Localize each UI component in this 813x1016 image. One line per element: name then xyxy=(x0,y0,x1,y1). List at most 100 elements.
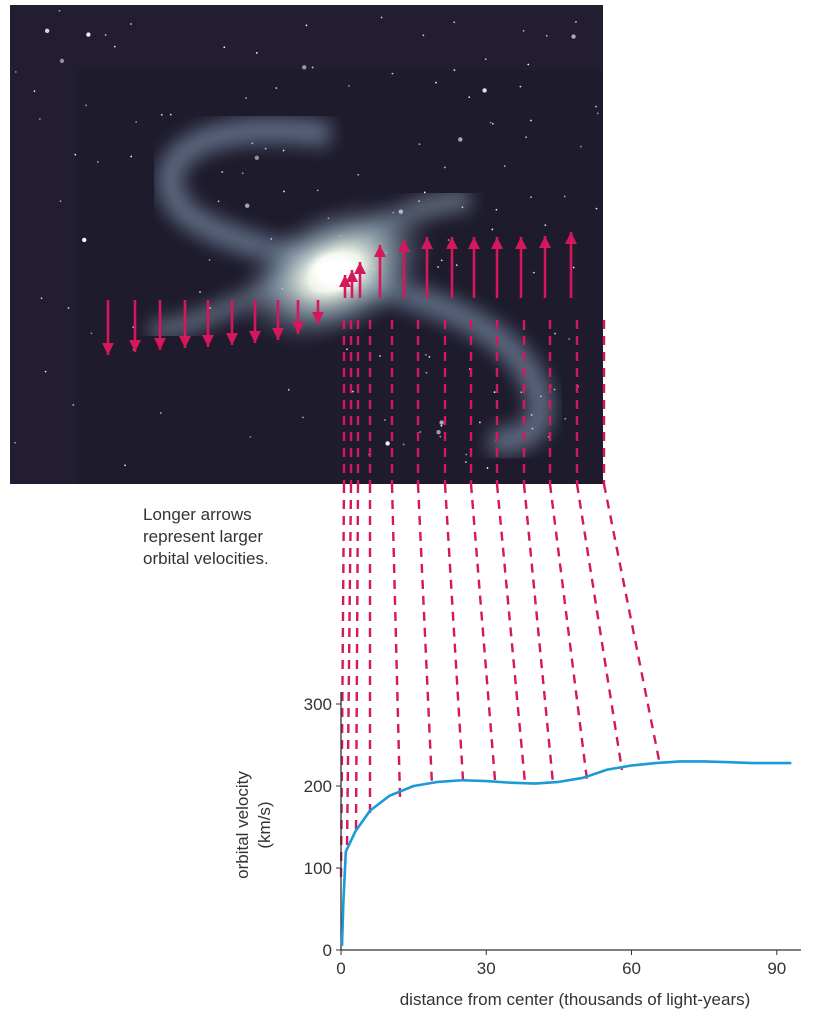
star xyxy=(221,171,224,173)
x-tick-label: 30 xyxy=(477,959,496,978)
star xyxy=(458,137,463,142)
star xyxy=(14,71,17,73)
star xyxy=(85,104,87,107)
star xyxy=(422,34,425,37)
arrow-head xyxy=(272,328,284,340)
star xyxy=(489,121,492,124)
star xyxy=(468,96,471,99)
star xyxy=(245,97,248,100)
annotation: Longer arrows represent larger orbital vel… xyxy=(143,505,269,568)
star xyxy=(419,431,422,433)
star xyxy=(553,388,556,391)
star xyxy=(302,416,304,419)
y-tick-label: 0 xyxy=(323,941,332,960)
arrow-head xyxy=(446,237,458,249)
star xyxy=(59,200,62,203)
x-axis-label: distance from center (thousands of light… xyxy=(400,990,751,1009)
y-tick-label: 200 xyxy=(304,777,332,796)
star xyxy=(453,69,456,72)
star xyxy=(160,113,163,116)
y-tick-label: 100 xyxy=(304,859,332,878)
x-tick-label: 60 xyxy=(622,959,641,978)
star xyxy=(305,24,308,27)
star xyxy=(316,189,319,192)
star xyxy=(311,66,314,69)
star xyxy=(436,429,441,435)
star xyxy=(249,435,252,438)
star xyxy=(503,165,506,168)
projection-line xyxy=(469,483,497,781)
projection-line xyxy=(354,483,360,831)
star xyxy=(444,166,446,169)
star xyxy=(254,155,260,160)
arrow-head xyxy=(354,262,366,274)
star xyxy=(554,332,556,335)
star xyxy=(130,155,133,158)
arrow-head xyxy=(154,338,166,350)
arrow-head xyxy=(374,245,386,257)
star xyxy=(244,203,250,208)
y-axis-label: orbital velocity xyxy=(233,771,252,879)
star xyxy=(453,21,456,24)
star xyxy=(346,348,348,351)
projection-line xyxy=(390,483,402,798)
star xyxy=(455,264,458,267)
star xyxy=(563,195,566,198)
star xyxy=(484,58,487,61)
star xyxy=(264,147,267,150)
star xyxy=(440,259,443,262)
star xyxy=(447,239,450,241)
star xyxy=(74,153,77,156)
star xyxy=(241,172,244,175)
velocity-curve xyxy=(340,760,792,946)
annotation-line: represent larger xyxy=(143,527,263,546)
star xyxy=(530,196,532,199)
star xyxy=(38,118,41,120)
star xyxy=(519,85,522,88)
star xyxy=(391,72,394,75)
arrow-head xyxy=(539,236,551,248)
star xyxy=(40,297,43,300)
arrow-head xyxy=(421,237,433,249)
star xyxy=(72,404,75,406)
arrow-head xyxy=(312,312,324,324)
arrow-head xyxy=(202,335,214,347)
arrow-head xyxy=(249,331,261,343)
star xyxy=(380,16,383,19)
star xyxy=(491,228,494,231)
projection-line xyxy=(416,483,434,786)
star xyxy=(283,190,285,193)
projection-line xyxy=(548,483,589,781)
star xyxy=(532,271,535,274)
star xyxy=(595,105,598,108)
star xyxy=(464,461,467,464)
star xyxy=(437,266,440,268)
star xyxy=(159,412,162,414)
annotation-line: Longer arrows xyxy=(143,505,252,524)
star xyxy=(493,391,496,394)
arrow-head xyxy=(346,270,358,282)
x-tick-label: 90 xyxy=(767,959,786,978)
star xyxy=(525,136,528,139)
arrow-head xyxy=(491,237,503,249)
star xyxy=(44,370,47,373)
arrow-head xyxy=(468,237,480,249)
galaxy-photo xyxy=(10,5,603,484)
star xyxy=(86,32,91,37)
star xyxy=(479,421,481,424)
arrow-head xyxy=(129,340,141,352)
star xyxy=(439,435,442,438)
star xyxy=(435,81,437,84)
star xyxy=(428,355,431,358)
star xyxy=(302,65,307,70)
star xyxy=(113,45,116,48)
star xyxy=(255,52,258,54)
star xyxy=(96,160,99,163)
star xyxy=(59,58,65,64)
star xyxy=(44,28,50,34)
star xyxy=(275,87,278,89)
arrow-head xyxy=(292,322,304,334)
star xyxy=(486,467,489,469)
star xyxy=(596,112,599,115)
